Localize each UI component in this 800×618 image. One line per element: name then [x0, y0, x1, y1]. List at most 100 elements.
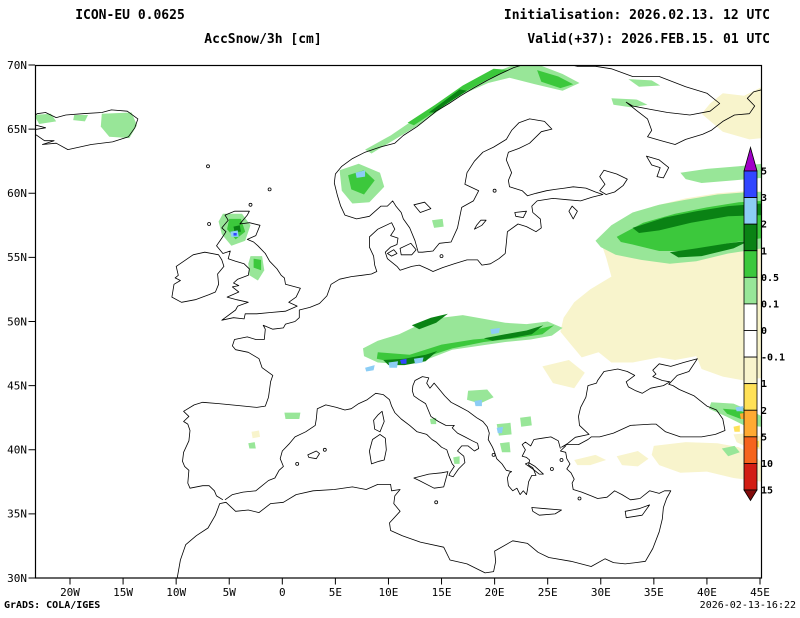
island-dot	[439, 254, 444, 259]
field-title: AccSnow/3h [cm]	[204, 32, 321, 47]
coastline-gotland	[474, 219, 487, 230]
colorbar-label: -0.1	[761, 353, 785, 364]
snow-region-light_green	[680, 163, 762, 183]
lon-axis-label: 15E	[432, 586, 452, 599]
coastline-corsica	[373, 410, 385, 433]
lon-axis-label: 10W	[166, 586, 186, 599]
island-dot	[322, 447, 327, 452]
snow-region-light_green	[432, 218, 444, 228]
snow-region-light_blue	[496, 426, 504, 434]
snow-region-pale_yellow	[616, 451, 649, 467]
colorbar-segment	[743, 250, 758, 278]
colorbar-segment	[743, 383, 758, 411]
snow-region-light_green	[611, 98, 648, 108]
snow-region-green	[253, 258, 262, 271]
colorbar-label: 0.1	[761, 299, 779, 310]
snow-shading-layer	[35, 65, 762, 482]
snow-region-light_green	[628, 79, 661, 87]
coastline-onega	[646, 155, 670, 179]
snow-region-pale_yellow	[542, 360, 585, 389]
colorbar-label: 2	[761, 406, 767, 417]
snow-region-light_green	[499, 442, 511, 453]
snow-region-light_green	[248, 442, 256, 449]
snow-region-light_green	[429, 417, 437, 425]
colorbar-segment	[743, 197, 758, 225]
coastline-kola-white-sea	[570, 65, 762, 145]
colorbar-segment	[743, 409, 758, 438]
snow-region-dark_green	[669, 240, 750, 258]
snow-region-light_green	[363, 315, 563, 364]
lon-axis-label: 20W	[60, 586, 80, 599]
coastline-mediterranean-north	[224, 376, 561, 501]
lon-axis-label: 35E	[644, 586, 664, 599]
coastline-atlantic-baltic	[182, 65, 604, 501]
snow-region-pale_yellow	[701, 86, 762, 140]
snow-region-dark_green	[632, 203, 762, 233]
coastline-euboea	[525, 462, 544, 475]
coastline-britain	[216, 210, 301, 321]
colorbar-label: 0.5	[761, 273, 779, 284]
colorbar-label: 1	[761, 246, 767, 257]
snow-region-light_blue	[474, 399, 482, 407]
creation-timestamp: 2026-02-13-16:22	[700, 600, 796, 611]
colorbar-segment	[743, 303, 758, 331]
snow-region-light_green	[721, 445, 740, 457]
island-dot	[492, 188, 497, 193]
map-frame	[34, 64, 763, 579]
colorbar-label: 10	[761, 459, 773, 470]
coastline-sardinia	[369, 434, 387, 465]
colorbar-label: 3	[761, 193, 767, 204]
snow-region-light_green	[453, 456, 460, 464]
coastline-fyn	[387, 249, 398, 257]
lat-axis-label: 60N	[7, 187, 27, 200]
lon-axis-label: 40E	[697, 586, 717, 599]
island-dot	[491, 452, 496, 457]
snow-region-light_green	[467, 389, 494, 404]
colorbar-label: 2	[761, 220, 767, 231]
lat-axis-label: 45N	[7, 379, 27, 392]
snow-region-blue	[400, 358, 407, 364]
island-dot	[267, 187, 272, 192]
snow-region-green	[537, 70, 574, 89]
island-dot	[295, 461, 300, 466]
coastline-ireland	[171, 251, 225, 303]
lon-axis-label: 25E	[538, 586, 558, 599]
snow-region-light_green	[520, 416, 532, 427]
snow-region-light_green	[35, 113, 57, 124]
colorbar-segment	[743, 436, 758, 464]
snow-region-light_blue	[355, 170, 366, 178]
island-dot	[206, 164, 210, 169]
coastline-africa-levant-anatolia	[176, 445, 672, 578]
snow-region-dark_green	[428, 89, 467, 113]
colorbar-label: 15	[761, 486, 773, 497]
snow-region-light_blue	[735, 406, 743, 412]
island-dot	[577, 496, 582, 501]
snow-region-blue	[233, 233, 237, 236]
snow-region-green	[348, 170, 375, 195]
colorbar-segment	[743, 356, 758, 385]
axes-layer: 70N 65N 60N 55N 50N 45N 40N 35N 30N 20W 15W 10W 5W 0 5…	[7, 59, 770, 599]
snow-region-dark_green	[233, 225, 241, 232]
snow-region-green	[376, 325, 555, 363]
snow-region-light_green	[73, 115, 88, 122]
lat-axis-label: 40N	[7, 444, 27, 457]
snow-region-pale_yellow	[574, 454, 607, 466]
model-title: ICON-EU 0.0625	[75, 8, 185, 23]
island-dot	[559, 458, 564, 462]
coastline-saaremaa	[514, 210, 527, 218]
lat-axis-label: 50N	[7, 315, 27, 328]
coastline-black-sea	[561, 358, 726, 448]
snow-region-light_green	[284, 412, 301, 419]
init-time-label: Initialisation: 2026.02.13. 12 UTC	[504, 8, 770, 23]
snow-region-light_blue	[388, 361, 398, 368]
island-dot	[207, 222, 212, 226]
snow-region-light_blue	[413, 357, 424, 364]
coastline-peipus	[568, 205, 578, 220]
snow-region-light_blue	[490, 327, 500, 335]
snow-region-yellow	[733, 425, 740, 432]
lat-axis-label: 30N	[7, 572, 27, 585]
colorbar-label: 5	[761, 432, 767, 443]
snow-region-pale_yellow	[251, 430, 260, 439]
